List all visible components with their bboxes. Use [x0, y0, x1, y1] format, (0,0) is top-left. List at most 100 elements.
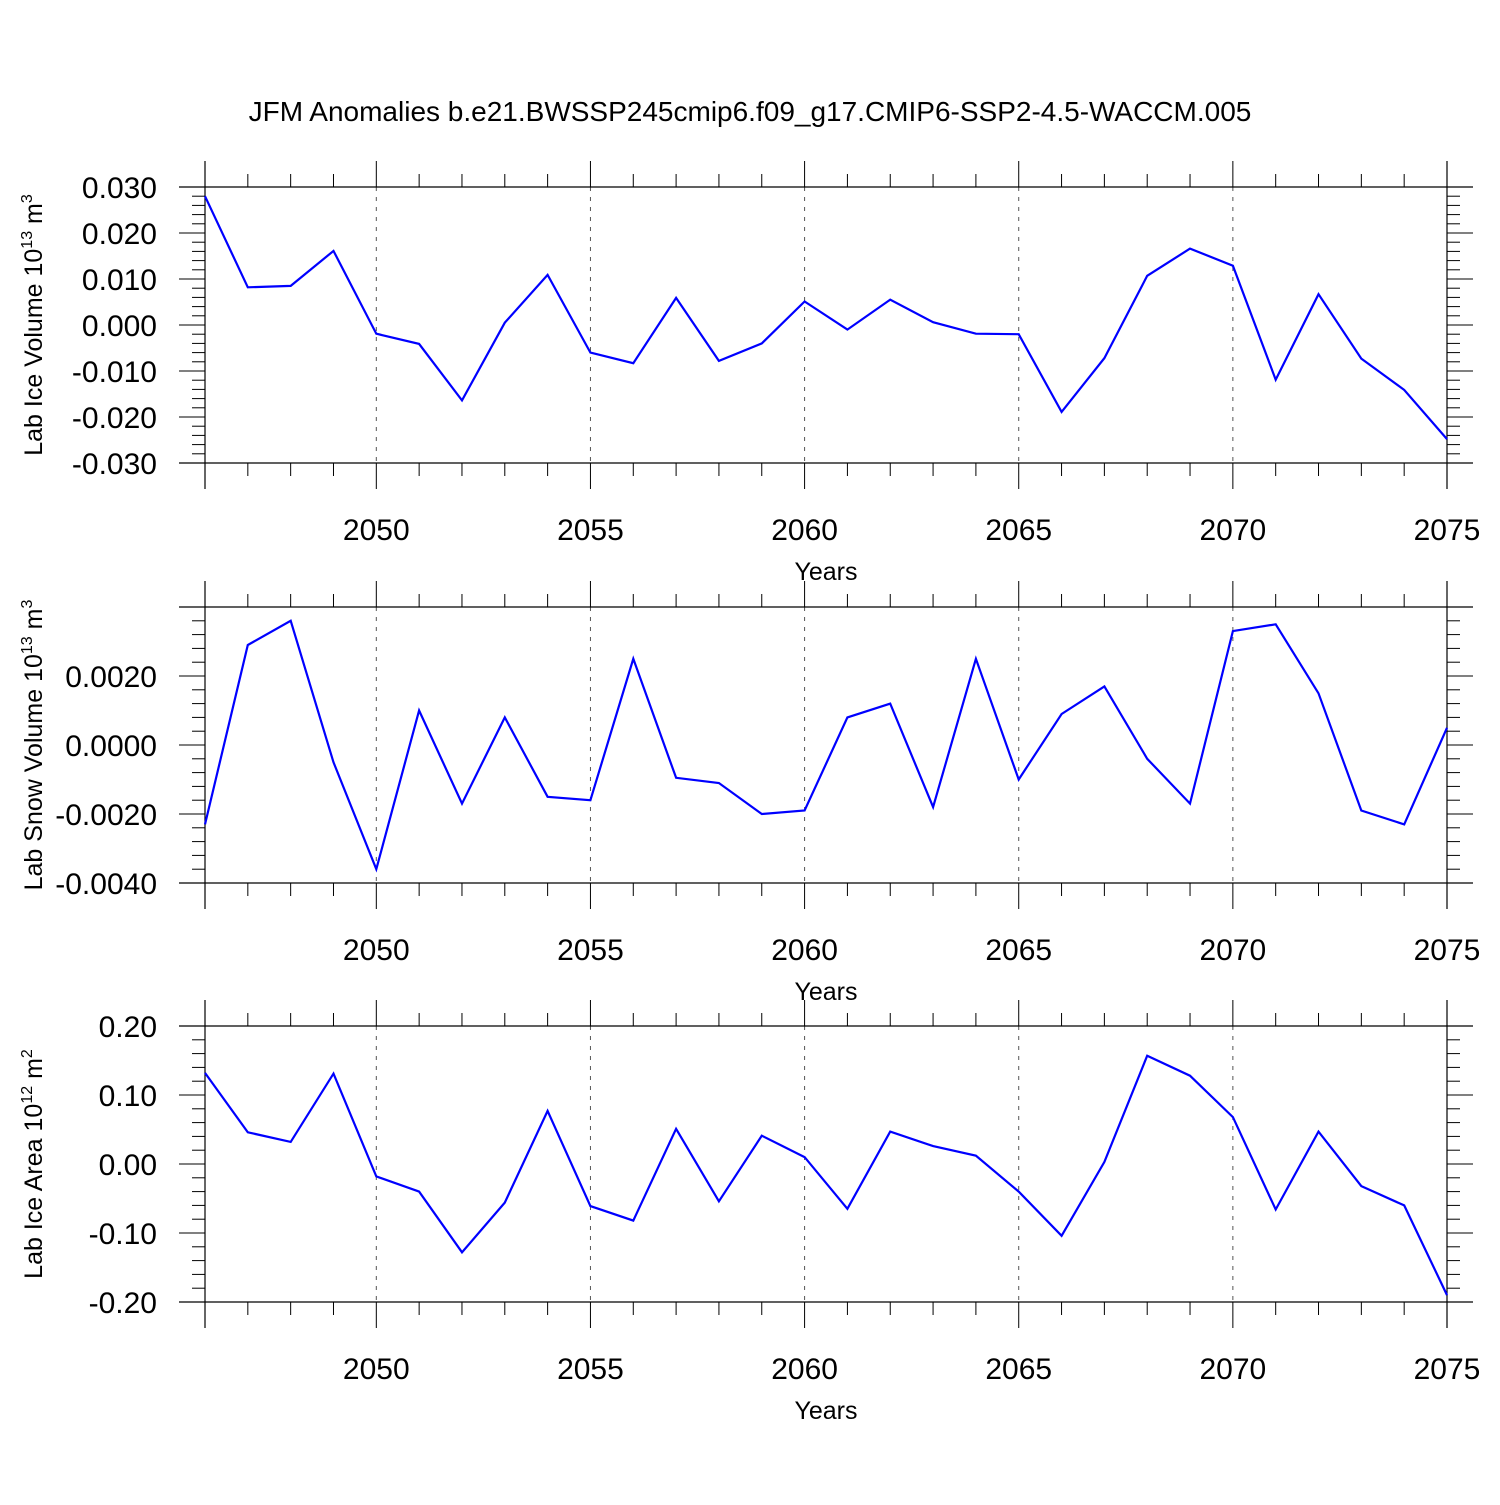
y-axis-title: Lab Ice Volume 1013 m3	[19, 194, 48, 456]
y-tick-label: -0.0020	[55, 799, 157, 832]
chart-snow-volume: -0.0040 -0.0020 0.0000 0.0020 2050 2055 2060 20…	[19, 581, 1480, 1006]
data-point	[804, 810, 806, 812]
x-tick-label: 2060	[771, 1353, 838, 1386]
data-point	[589, 1205, 591, 1207]
x-tick-label: 2060	[771, 514, 838, 547]
data-point	[932, 806, 934, 808]
data-point	[247, 1131, 249, 1133]
data-point	[1403, 823, 1405, 825]
data-point	[846, 1208, 848, 1210]
data-point	[247, 644, 249, 646]
data-point	[1360, 810, 1362, 812]
data-point	[461, 399, 463, 401]
data-point	[1446, 727, 1448, 729]
data-point	[1018, 779, 1020, 781]
chart-ice-volume: -0.030 -0.020 -0.010 0.000 0.010 0.020 0.030 20…	[19, 161, 1480, 586]
y-tick-label: -0.010	[72, 356, 157, 389]
data-point	[589, 352, 591, 354]
data-point	[932, 1145, 934, 1147]
data-point	[1275, 1209, 1277, 1211]
x-tick-label: 2070	[1199, 934, 1266, 967]
x-tick-label: 2060	[771, 934, 838, 967]
data-point	[632, 1220, 634, 1222]
data-point	[889, 299, 891, 301]
data-point	[204, 823, 206, 825]
y-tick-label: 0.0020	[65, 661, 157, 694]
y-tick-label: -0.030	[72, 448, 157, 481]
data-point	[1232, 265, 1234, 267]
x-axis-title: Years	[794, 1397, 857, 1425]
x-tick-label: 2075	[1414, 934, 1481, 967]
data-point	[418, 1191, 420, 1193]
data-point	[761, 1135, 763, 1137]
data-point	[1446, 438, 1448, 440]
data-point	[504, 322, 506, 324]
data-point	[1232, 1116, 1234, 1118]
x-axis-title: Years	[794, 978, 857, 1006]
data-point	[418, 343, 420, 345]
data-point	[1061, 411, 1063, 413]
x-tick-label: 2050	[343, 934, 410, 967]
data-point	[1103, 357, 1105, 359]
data-point	[675, 1128, 677, 1130]
data-point	[718, 1200, 720, 1202]
data-point	[589, 799, 591, 801]
data-point	[889, 703, 891, 705]
data-point	[504, 716, 506, 718]
data-point	[889, 1131, 891, 1133]
y-tick-label: 0.0000	[65, 730, 157, 763]
y-tick-label: 0.000	[82, 310, 157, 343]
x-tick-label: 2070	[1199, 514, 1266, 547]
y-tick-label: -0.10	[89, 1218, 157, 1251]
data-point	[1018, 1191, 1020, 1193]
y-tick-label: 0.20	[99, 1011, 157, 1044]
y-tick-label: -0.20	[89, 1287, 157, 1320]
x-tick-label: 2065	[985, 1353, 1052, 1386]
data-point	[204, 1072, 206, 1074]
series-line-snow-volume	[203, 619, 1449, 873]
y-tick-label: 0.020	[82, 218, 157, 251]
y-tick-label: 0.030	[82, 172, 157, 205]
data-point	[1360, 358, 1362, 360]
data-point	[332, 1073, 334, 1075]
data-point	[761, 813, 763, 815]
data-point	[1146, 1055, 1148, 1057]
data-point	[204, 195, 206, 197]
x-tick-label: 2050	[343, 1353, 410, 1386]
data-point	[975, 658, 977, 660]
series-line-ice-volume	[204, 195, 1448, 440]
x-tick-label: 2065	[985, 934, 1052, 967]
data-point	[675, 297, 677, 299]
y-axis-title: Lab Ice Area 1012 m2	[19, 1049, 48, 1279]
data-point	[290, 285, 292, 287]
x-tick-label: 2055	[557, 1353, 624, 1386]
data-point	[461, 803, 463, 805]
y-tick-label: 0.10	[99, 1080, 157, 1113]
data-point	[718, 360, 720, 362]
data-point	[547, 274, 549, 276]
data-point	[332, 761, 334, 763]
data-point	[1318, 293, 1320, 295]
data-point	[632, 362, 634, 364]
data-point	[1232, 630, 1234, 632]
data-point	[846, 716, 848, 718]
y-tick-label: -0.020	[72, 402, 157, 435]
data-point	[1360, 1185, 1362, 1187]
data-point	[1189, 803, 1191, 805]
x-axis-title: Years	[794, 558, 857, 586]
figure-title: JFM Anomalies b.e21.BWSSP245cmip6.f09_g1…	[248, 96, 1252, 127]
data-point	[1146, 275, 1148, 277]
data-point	[932, 321, 934, 323]
data-point	[504, 1202, 506, 1204]
y-tick-label: -0.0040	[55, 868, 157, 901]
data-point	[1146, 758, 1148, 760]
chart-ice-area: -0.20 -0.10 0.00 0.10 0.20 2050 2055 2060 2065 20…	[19, 1000, 1480, 1425]
x-tick-label: 2055	[557, 934, 624, 967]
data-point	[804, 1156, 806, 1158]
x-tick-label: 2075	[1414, 514, 1481, 547]
data-point	[1446, 1294, 1448, 1296]
data-point	[1403, 1204, 1405, 1206]
data-point	[547, 796, 549, 798]
